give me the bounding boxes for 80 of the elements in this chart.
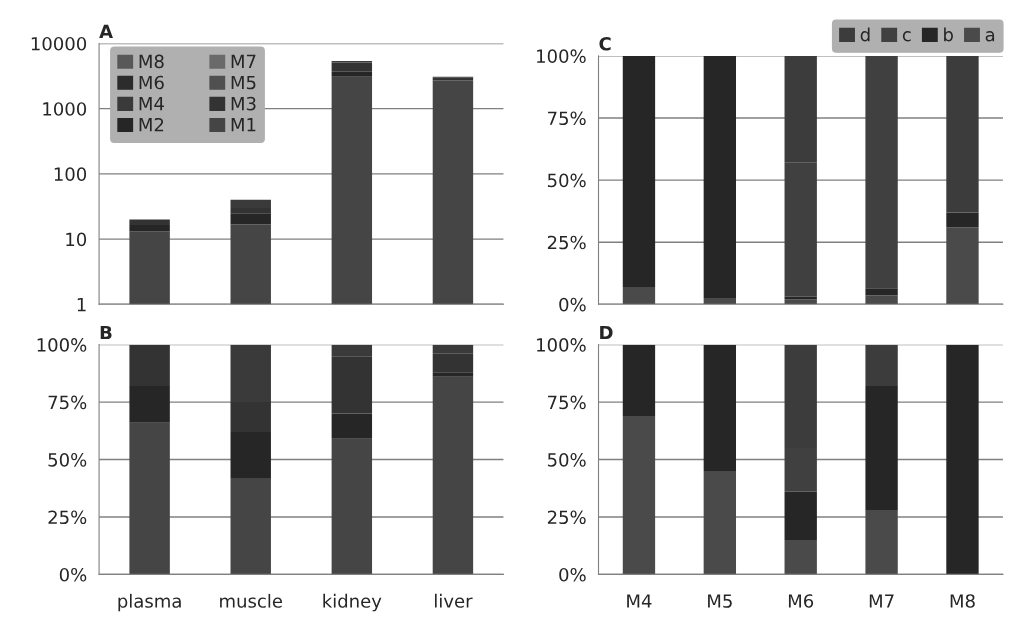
bar [865, 55, 898, 289]
bar [230, 431, 271, 478]
bar [946, 344, 979, 575]
legend-label: b [944, 27, 953, 42]
x-tick-label: M5 [708, 594, 732, 608]
bar [865, 344, 898, 387]
bar [784, 491, 817, 540]
y-tick-label: 1000 [43, 102, 87, 116]
legend-label: M7 [231, 54, 256, 69]
bar [946, 212, 979, 228]
bar [129, 344, 170, 387]
bar [331, 71, 373, 77]
bar [865, 288, 898, 296]
bar [784, 539, 817, 575]
bar [946, 55, 979, 213]
x-tick-label: liver [435, 593, 473, 608]
x-tick-label: kidney [323, 593, 382, 612]
bar [622, 286, 656, 305]
x-tick-label: M6 [788, 594, 814, 608]
y-tick-label: 1 [77, 297, 86, 312]
legend-label: M1 [231, 118, 256, 132]
bar [703, 55, 737, 299]
bar [703, 344, 737, 472]
legend-label: M3 [231, 96, 256, 111]
x-tick-label: muscle [220, 593, 283, 608]
y-tick-label: 10 [66, 232, 87, 247]
legend-label: d [860, 27, 870, 42]
bar [622, 55, 656, 287]
bar [865, 386, 898, 511]
y-tick-label: 50% [547, 173, 586, 188]
legend-label: M5 [231, 75, 256, 90]
bar [784, 299, 817, 305]
bar [946, 227, 979, 305]
chart-title: A [99, 24, 113, 38]
y-tick-label: 100% [537, 338, 586, 352]
y-tick-label: 100 [54, 167, 87, 181]
bar [703, 298, 737, 305]
x-tick-label: M4 [627, 594, 652, 608]
y-tick-label: 100% [537, 49, 586, 64]
bar [432, 376, 474, 575]
bar [331, 438, 373, 575]
legend-label: M8 [139, 54, 164, 69]
y-tick-label: 0% [559, 567, 586, 582]
legend-label: M4 [139, 97, 164, 111]
y-tick-label: 10000 [31, 36, 87, 51]
y-tick-label: 25% [547, 235, 586, 250]
bar [703, 471, 737, 575]
chart-title: C [599, 36, 611, 51]
y-tick-label: 75% [548, 111, 586, 126]
y-tick-label: 100% [37, 338, 87, 352]
bar [230, 213, 271, 225]
legend-label: M2 [139, 117, 164, 132]
chart-title: D [600, 325, 613, 340]
bar [331, 62, 373, 72]
y-tick-label: 0% [59, 567, 87, 582]
bar [432, 372, 474, 377]
x-tick-label: plasma [118, 593, 181, 612]
bar [230, 477, 271, 575]
y-tick-label: 25% [48, 510, 87, 525]
bar [622, 415, 656, 575]
legend-label: M6 [139, 75, 164, 90]
y-tick-label: 75% [48, 395, 87, 410]
legend-label: c [902, 31, 911, 42]
y-tick-label: 50% [547, 453, 586, 467]
y-tick-label: 0% [559, 297, 586, 312]
bar [865, 295, 898, 305]
bar [129, 422, 170, 575]
legend-label: a [985, 31, 995, 42]
bar [865, 510, 898, 575]
chart-title: B [100, 325, 112, 340]
bar [129, 386, 170, 423]
bar [622, 344, 656, 416]
y-tick-label: 25% [547, 510, 586, 525]
x-tick-label: M7 [869, 594, 894, 608]
bar [331, 413, 373, 439]
x-tick-label: M8 [950, 594, 975, 608]
bar [129, 219, 170, 226]
bar [129, 225, 170, 232]
y-tick-label: 50% [48, 453, 87, 467]
y-tick-label: 75% [548, 395, 586, 410]
